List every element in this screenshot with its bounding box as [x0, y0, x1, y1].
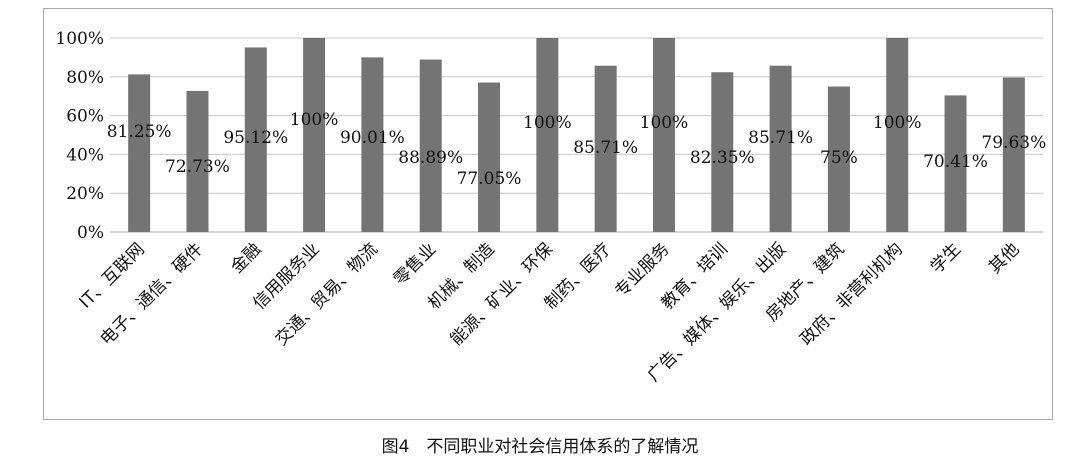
- bar: [536, 38, 559, 232]
- x-tick-label: 能源、矿业、环保: [447, 239, 557, 349]
- y-axis-ticks: 0% 20% 40% 60% 80% 100%: [55, 29, 104, 243]
- data-label: 100%: [290, 110, 339, 130]
- data-label: 100%: [873, 113, 922, 133]
- data-label: 82.35%: [690, 148, 755, 168]
- y-tick-label: 100%: [55, 29, 104, 49]
- data-label: 81.25%: [107, 122, 172, 142]
- data-label: 90.01%: [340, 128, 405, 148]
- data-label: 85.71%: [748, 128, 813, 148]
- bar: [186, 90, 209, 232]
- data-label: 100%: [523, 113, 572, 133]
- bar: [827, 86, 850, 232]
- data-label: 85.71%: [573, 138, 638, 158]
- y-tick-label: 20%: [66, 184, 104, 204]
- bar: [594, 65, 617, 233]
- data-label: 70.41%: [923, 152, 988, 172]
- x-tick-label: 金融: [227, 239, 265, 277]
- data-labels: 81.25%72.73%95.12%100%90.01%88.89%77.05%…: [107, 110, 1047, 189]
- bar: [944, 95, 967, 232]
- data-label: 75%: [820, 148, 858, 168]
- x-tick-label: 交通、贸易、物流: [272, 239, 382, 349]
- data-label: 77.05%: [457, 169, 522, 189]
- bar: [711, 72, 734, 232]
- y-tick-label: 40%: [66, 145, 104, 165]
- data-label: 95.12%: [223, 128, 288, 148]
- bar: [652, 38, 675, 232]
- bar: [419, 59, 442, 232]
- bar: [244, 47, 267, 233]
- bars: [128, 38, 1025, 233]
- x-tick-label: 零售业: [390, 239, 440, 289]
- bar: [478, 82, 501, 232]
- x-tick-label: 电子、通信、硬件: [97, 239, 207, 349]
- bar: [361, 57, 384, 232]
- bar: [769, 65, 792, 233]
- bar-chart: 0%20%40%60%80%100% 81.25%72.73%95.12%100…: [55, 29, 1047, 386]
- x-tick-label: 学生: [927, 239, 965, 277]
- bar: [1002, 77, 1025, 233]
- y-tick-label: 60%: [66, 107, 104, 127]
- y-tick-label: 80%: [66, 68, 104, 88]
- data-label: 79.63%: [981, 133, 1046, 153]
- bar: [128, 74, 151, 232]
- data-label: 88.89%: [398, 148, 463, 168]
- figure-caption: 图4 不同职业对社会信用体系的了解情况: [381, 437, 699, 457]
- y-tick-label: 0%: [77, 223, 104, 243]
- data-label: 100%: [640, 113, 689, 133]
- x-tick-label: 其他: [985, 239, 1023, 277]
- chart-frame: [43, 8, 1053, 420]
- bar: [303, 38, 326, 232]
- data-label: 72.73%: [165, 157, 230, 177]
- x-tick-label: 政府、非营利机构: [796, 239, 906, 349]
- bar: [886, 38, 909, 232]
